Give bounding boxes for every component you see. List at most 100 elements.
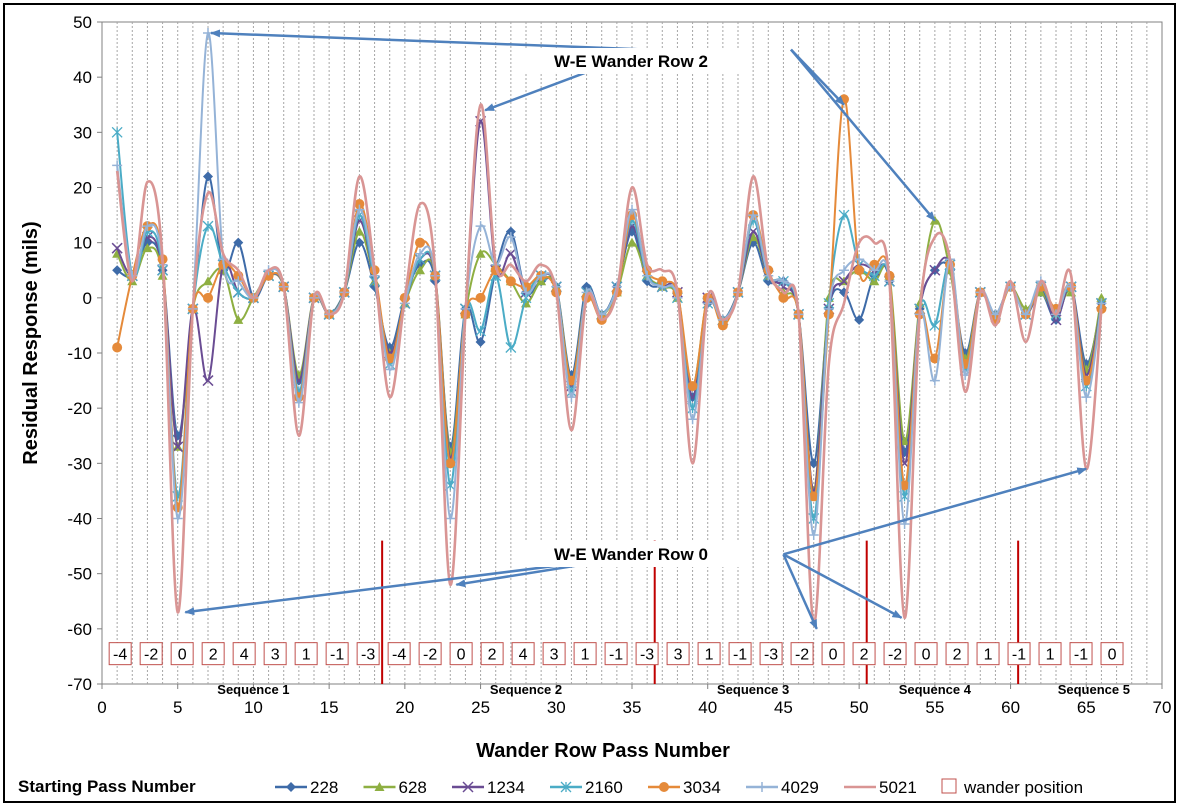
- y-tick-label: -70: [67, 675, 92, 694]
- series-point: [445, 458, 456, 469]
- wander-position-box: [480, 642, 504, 666]
- series-point: [808, 458, 819, 469]
- series-point: [823, 303, 834, 314]
- legend-wander-box: [941, 778, 957, 794]
- wander-position-box: [759, 642, 783, 666]
- series-point: [112, 342, 123, 353]
- wander-position-label: 1: [302, 647, 311, 664]
- wander-position-label: 4: [519, 647, 528, 664]
- legend-label: 3034: [683, 778, 721, 797]
- wander-position-box: [573, 642, 597, 666]
- series-point: [374, 782, 385, 791]
- series-point: [203, 292, 213, 303]
- wander-position-label: -1: [609, 647, 623, 664]
- annotation-arrow: [782, 553, 818, 630]
- wander-position-box: [387, 642, 411, 666]
- series-point: [657, 276, 668, 287]
- series-point: [415, 248, 425, 259]
- series-point: [415, 265, 425, 275]
- wander-position-box: [325, 642, 349, 666]
- series-point: [112, 160, 123, 171]
- wander-position-boxes: -4 -2 0 2 4 3 1 -1 -3 -4 -2 0 2 4 3 1 -1 -3 3 1 -1 -3 -2 0 2 -2 0 2…: [108, 642, 1124, 666]
- wander-position-label: -3: [764, 647, 778, 664]
- series-point: [748, 210, 759, 221]
- series-point: [354, 204, 365, 215]
- wander-position-box: [511, 642, 535, 666]
- x-tick-label: 35: [623, 698, 642, 717]
- wander-position-box: [263, 642, 287, 666]
- series-point: [566, 375, 577, 386]
- series-point: [560, 781, 572, 793]
- x-tick-label: 45: [774, 698, 793, 717]
- y-tick-label: -30: [67, 454, 92, 473]
- wander-position-label: -2: [795, 647, 809, 664]
- wander-position-box: [356, 642, 380, 666]
- y-tick-labels: 50 40 30 20 10 0 -10 -20 -30 -40 -50 -60 -70: [67, 13, 102, 694]
- wander-position-box: [666, 642, 690, 666]
- series-point: [536, 276, 547, 286]
- annotation-row0-box: [520, 541, 742, 567]
- wander-position-label: 1: [984, 647, 993, 664]
- y-tick-label: -10: [67, 344, 92, 363]
- wander-position-box: [449, 642, 473, 666]
- series-point: [1020, 309, 1031, 320]
- series-point: [111, 126, 123, 138]
- x-tick-label: 55: [925, 698, 944, 717]
- data-series: [111, 28, 1107, 625]
- wander-position-box: [914, 642, 938, 666]
- series-point: [505, 226, 516, 237]
- series-point: [1050, 314, 1062, 326]
- y-tick-label: 0: [83, 289, 92, 308]
- wander-position-box: [1038, 642, 1062, 666]
- legend-label: 628: [399, 778, 427, 797]
- series-point: [475, 336, 486, 347]
- wander-position-label: -2: [423, 647, 437, 664]
- wander-position-label: 3: [550, 647, 559, 664]
- wander-position-label: -3: [361, 647, 375, 664]
- x-tick-label: 70: [1153, 698, 1172, 717]
- series-point: [854, 314, 865, 325]
- series-point: [415, 237, 425, 248]
- series-point: [505, 232, 516, 243]
- y-tick-label: -40: [67, 510, 92, 529]
- annotations: W-E Wander Row 2 W-E Wander Row 0: [520, 48, 742, 567]
- wander-position-box: [201, 642, 225, 666]
- wander-position-label: -1: [1074, 647, 1088, 664]
- series-point: [808, 530, 819, 541]
- wander-position-box: [728, 642, 752, 666]
- legend-label: 228: [310, 778, 338, 797]
- series-point: [521, 287, 531, 298]
- series-point: [475, 248, 486, 258]
- wander-position-box: [945, 642, 969, 666]
- wander-position-label: -2: [888, 647, 902, 664]
- series-point: [778, 276, 789, 287]
- y-tick-label: 10: [73, 234, 92, 253]
- wander-position-label: 2: [209, 647, 218, 664]
- y-tick-label: 30: [73, 123, 92, 142]
- x-tick-label: 30: [547, 698, 566, 717]
- wander-position-box: [635, 642, 659, 666]
- x-tick-label: 65: [1077, 698, 1096, 717]
- x-tick-label: 10: [244, 698, 263, 717]
- series-point: [536, 270, 547, 281]
- series-point: [203, 276, 213, 286]
- y-tick-label: 40: [73, 68, 92, 87]
- series-point: [112, 265, 123, 276]
- x-tick-label: 60: [1001, 698, 1020, 717]
- wander-position-label: 0: [829, 647, 838, 664]
- annotation-arrow: [782, 553, 903, 619]
- y-tick-label: -60: [67, 620, 92, 639]
- wander-position-box: [232, 642, 256, 666]
- y-tick-label: 50: [73, 13, 92, 32]
- legend-label: 1234: [487, 778, 525, 797]
- series-point: [172, 513, 183, 524]
- wander-position-label: 0: [457, 647, 466, 664]
- series-point: [1081, 392, 1092, 403]
- wander-position-label: -2: [144, 647, 158, 664]
- x-tick-label: 20: [395, 698, 414, 717]
- wander-position-box: [139, 642, 163, 666]
- series-point: [172, 441, 184, 453]
- wander-position-label: 3: [271, 647, 280, 664]
- wander-position-box: [418, 642, 442, 666]
- legend-title: Starting Pass Number: [18, 777, 196, 796]
